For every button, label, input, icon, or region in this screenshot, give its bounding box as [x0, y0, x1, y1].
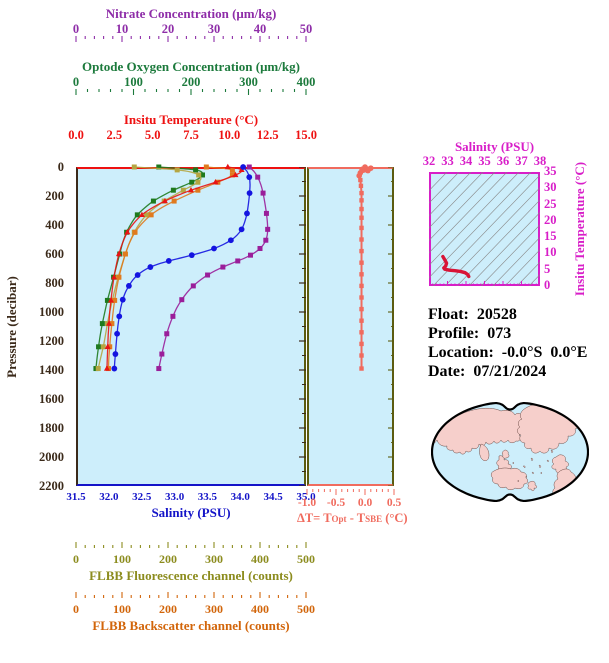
svg-text:32: 32: [423, 154, 436, 168]
svg-text:37: 37: [515, 154, 528, 168]
svg-text:36: 36: [497, 154, 510, 168]
svg-text:34: 34: [460, 154, 473, 168]
svg-text:35: 35: [478, 154, 491, 168]
svg-text:33: 33: [441, 154, 454, 168]
